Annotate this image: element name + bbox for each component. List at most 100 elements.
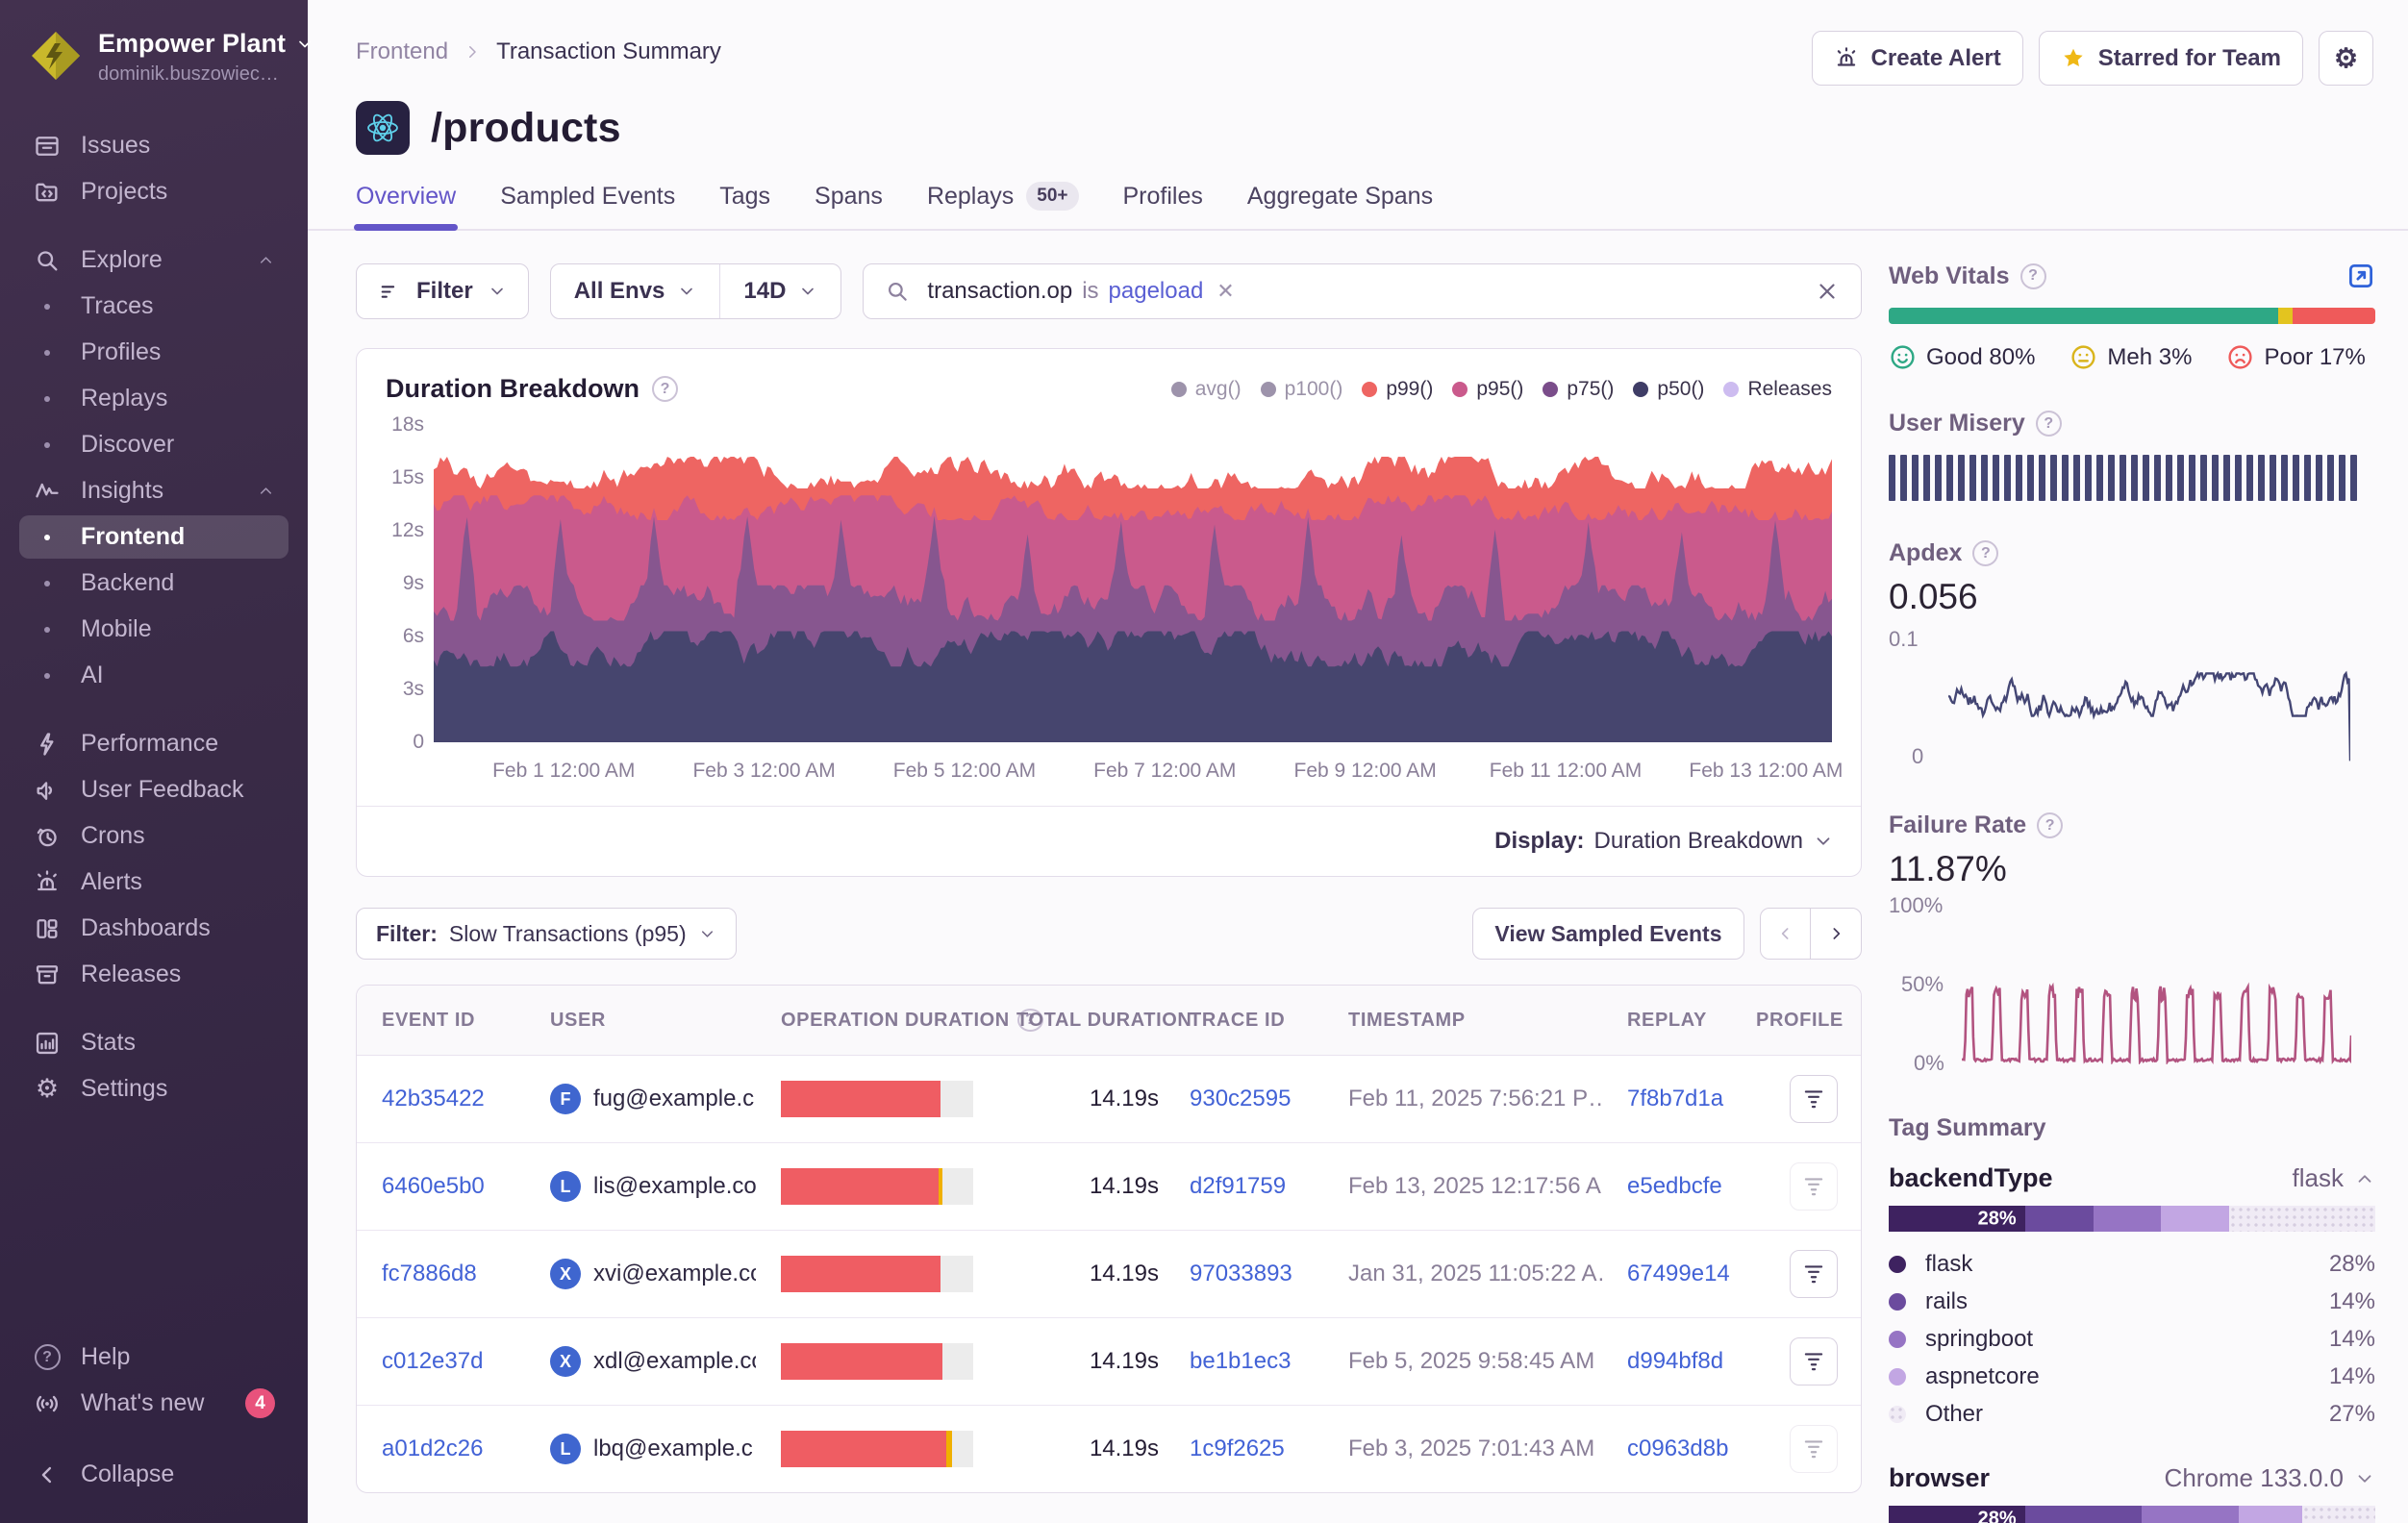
sidebar-item-issues[interactable]: Issues bbox=[19, 124, 288, 167]
replay-link[interactable]: e5edbcfe bbox=[1627, 1173, 1722, 1199]
user-cell: Xxvi@example.co… bbox=[525, 1239, 756, 1309]
tab-overview[interactable]: Overview bbox=[356, 182, 456, 229]
settings-gear-button[interactable]: ⚙ bbox=[2319, 31, 2373, 86]
external-link-icon[interactable] bbox=[2346, 262, 2375, 290]
distribution-segment[interactable] bbox=[2025, 1206, 2094, 1232]
help-icon[interactable]: ? bbox=[2036, 411, 2062, 437]
legend-p99[interactable]: p99() bbox=[1362, 378, 1433, 401]
sidebar-item-collapse[interactable]: Collapse bbox=[19, 1453, 288, 1496]
env-selector[interactable]: All Envs bbox=[551, 264, 720, 318]
tag-summary-selected-value[interactable]: Chrome 133.0.0 bbox=[2165, 1463, 2375, 1493]
filter-button[interactable]: Filter bbox=[356, 263, 529, 319]
help-icon[interactable]: ? bbox=[1972, 540, 1998, 566]
profile-button[interactable] bbox=[1790, 1250, 1838, 1298]
sidebar-item-discover[interactable]: Discover bbox=[19, 423, 288, 466]
legend-p75[interactable]: p75() bbox=[1543, 378, 1614, 401]
event-id-link[interactable]: fc7886d8 bbox=[382, 1261, 477, 1286]
sidebar-item-performance[interactable]: Performance bbox=[19, 722, 288, 765]
search-input[interactable]: transaction.op is pageload ✕ bbox=[863, 263, 1862, 319]
column-header-profile: PROFILE bbox=[1756, 986, 1862, 1055]
sidebar-item-profiles[interactable]: Profiles bbox=[19, 331, 288, 374]
tag-summary-selected-value[interactable]: flask bbox=[2293, 1163, 2375, 1193]
profile-button[interactable] bbox=[1790, 1162, 1838, 1211]
trace-id-link[interactable]: 930c2595 bbox=[1190, 1086, 1291, 1111]
legend-p50[interactable]: p50() bbox=[1633, 378, 1704, 401]
distribution-segment[interactable] bbox=[2302, 1506, 2375, 1523]
sidebar-item-settings[interactable]: ⚙Settings bbox=[19, 1067, 288, 1111]
sidebar-item-projects[interactable]: Projects bbox=[19, 170, 288, 213]
next-page-button[interactable] bbox=[1810, 908, 1862, 960]
react-project-icon bbox=[356, 101, 410, 155]
sidebar-item-frontend[interactable]: Frontend bbox=[19, 515, 288, 559]
tab-aggregate-spans[interactable]: Aggregate Spans bbox=[1247, 182, 1433, 229]
sidebar-item-what-s-new[interactable]: What's new4 bbox=[19, 1382, 288, 1425]
sidebar-item-crons[interactable]: Crons bbox=[19, 814, 288, 858]
tab-spans[interactable]: Spans bbox=[815, 182, 883, 229]
transactions-filter-dropdown[interactable]: Filter: Slow Transactions (p95) bbox=[356, 908, 737, 960]
replay-link[interactable]: d994bf8d bbox=[1627, 1348, 1723, 1374]
chevron-down-icon[interactable] bbox=[1813, 831, 1834, 852]
failure-rate-title: Failure Rate bbox=[1889, 811, 2026, 839]
replay-link[interactable]: 7f8b7d1a bbox=[1627, 1086, 1723, 1111]
token-remove-icon[interactable]: ✕ bbox=[1217, 279, 1234, 304]
tab-profiles[interactable]: Profiles bbox=[1123, 182, 1203, 229]
create-alert-button[interactable]: Create Alert bbox=[1812, 31, 2023, 86]
sidebar-item-traces[interactable]: Traces bbox=[19, 285, 288, 328]
sidebar-item-stats[interactable]: Stats bbox=[19, 1021, 288, 1064]
event-id-link[interactable]: 6460e5b0 bbox=[382, 1173, 485, 1199]
sidebar-item-replays[interactable]: Replays bbox=[19, 377, 288, 420]
legend-p95[interactable]: p95() bbox=[1452, 378, 1523, 401]
breadcrumb-frontend[interactable]: Frontend bbox=[356, 38, 448, 65]
search-clear-icon[interactable] bbox=[1815, 279, 1840, 304]
help-icon[interactable]: ? bbox=[652, 376, 678, 402]
trace-id-link[interactable]: 97033893 bbox=[1190, 1261, 1292, 1286]
distribution-segment[interactable]: 28% bbox=[1889, 1206, 2025, 1232]
sidebar-item-releases[interactable]: Releases bbox=[19, 953, 288, 996]
profile-button[interactable] bbox=[1790, 1425, 1838, 1473]
sidebar-item-help[interactable]: ?Help bbox=[19, 1336, 288, 1379]
trace-id-link[interactable]: be1b1ec3 bbox=[1190, 1348, 1291, 1374]
starred-for-team-button[interactable]: Starred for Team bbox=[2039, 31, 2303, 86]
sidebar-item-dashboards[interactable]: Dashboards bbox=[19, 907, 288, 950]
sidebar-item-backend[interactable]: Backend bbox=[19, 562, 288, 605]
sidebar-item-explore[interactable]: Explore bbox=[19, 238, 288, 282]
distribution-segment[interactable] bbox=[2025, 1506, 2142, 1523]
search-token[interactable]: transaction.op is pageload ✕ bbox=[927, 278, 1234, 305]
replay-link[interactable]: c0963d8b bbox=[1627, 1436, 1728, 1461]
sidebar-item-insights[interactable]: Insights bbox=[19, 469, 288, 512]
event-id-link[interactable]: 42b35422 bbox=[382, 1086, 485, 1111]
tab-sampled-events[interactable]: Sampled Events bbox=[500, 182, 675, 229]
distribution-segment[interactable]: 28% bbox=[1889, 1506, 2025, 1523]
org-switcher[interactable]: Empower Plant dominik.buszowiec… bbox=[19, 29, 288, 86]
distribution-segment[interactable] bbox=[2094, 1206, 2162, 1232]
profile-button[interactable] bbox=[1790, 1337, 1838, 1386]
legend-p100[interactable]: p100() bbox=[1261, 378, 1343, 401]
distribution-segment[interactable] bbox=[2229, 1206, 2375, 1232]
tab-replays[interactable]: Replays50+ bbox=[927, 182, 1079, 229]
distribution-segment[interactable] bbox=[2161, 1206, 2229, 1232]
distribution-segment[interactable] bbox=[2239, 1506, 2302, 1523]
sidebar-item-mobile[interactable]: Mobile bbox=[19, 608, 288, 651]
trace-id-link[interactable]: d2f91759 bbox=[1190, 1173, 1286, 1199]
event-id-link[interactable]: c012e37d bbox=[382, 1348, 483, 1374]
help-icon[interactable]: ? bbox=[2037, 812, 2063, 838]
prev-page-button[interactable] bbox=[1760, 908, 1812, 960]
sidebar-item-ai[interactable]: AI bbox=[19, 654, 288, 697]
legend-avg[interactable]: avg() bbox=[1171, 378, 1242, 401]
event-id-link[interactable]: a01d2c26 bbox=[382, 1436, 483, 1461]
tag-legend-row: Other27% bbox=[1889, 1395, 2375, 1433]
help-icon[interactable]: ? bbox=[2020, 263, 2046, 289]
tab-tags[interactable]: Tags bbox=[719, 182, 770, 229]
replay-link[interactable]: 67499e14 bbox=[1627, 1261, 1730, 1286]
tag-summary-section: Tag Summary backendTypeflask28%flask28%r… bbox=[1889, 1114, 2375, 1523]
period-selector[interactable]: 14D bbox=[719, 264, 840, 318]
legend-Releases[interactable]: Releases bbox=[1723, 378, 1832, 401]
sidebar-item-user-feedback[interactable]: User Feedback bbox=[19, 768, 288, 811]
profile-button[interactable] bbox=[1790, 1075, 1838, 1123]
display-value[interactable]: Duration Breakdown bbox=[1594, 828, 1803, 855]
duration-chart[interactable] bbox=[434, 425, 1832, 742]
view-sampled-events-button[interactable]: View Sampled Events bbox=[1472, 908, 1743, 960]
sidebar-item-alerts[interactable]: Alerts bbox=[19, 861, 288, 904]
trace-id-link[interactable]: 1c9f2625 bbox=[1190, 1436, 1285, 1461]
distribution-segment[interactable] bbox=[2142, 1506, 2239, 1523]
